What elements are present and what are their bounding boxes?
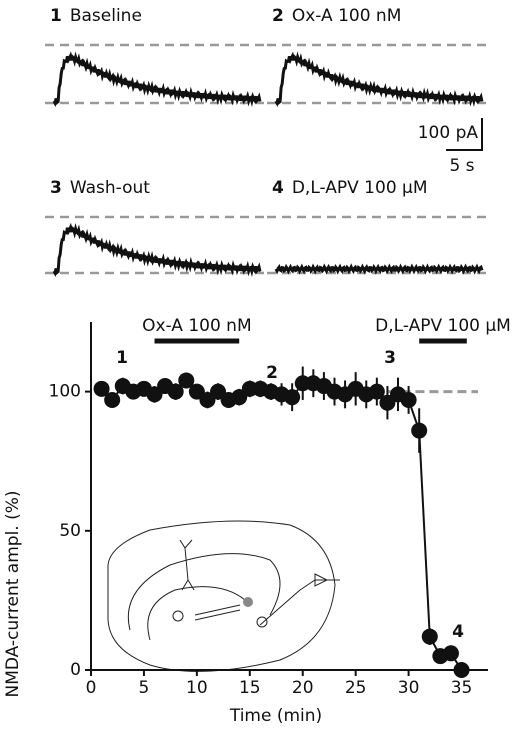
data-point — [93, 380, 110, 397]
x-tick-label: 10 — [186, 678, 208, 698]
y-tick-label: 100 — [49, 382, 81, 402]
x-tick-label: 5 — [139, 678, 150, 698]
application-label: D,L-APV 100 µM — [375, 316, 511, 336]
data-point — [442, 645, 459, 662]
y-axis-label: NMDA-current ampl. (%) — [3, 490, 23, 697]
point-label: 4 — [452, 622, 464, 642]
trace-label: 2 Ox-A 100 nM — [272, 6, 401, 26]
data-point — [104, 391, 121, 408]
x-tick-label: 35 — [451, 678, 473, 698]
x-tick-label: 30 — [398, 678, 420, 698]
data-point — [421, 628, 438, 645]
trace-number: 3 — [50, 178, 62, 198]
data-point — [411, 422, 428, 439]
point-label: 2 — [266, 363, 278, 383]
current-trace — [52, 51, 262, 108]
trace-text: Baseline — [70, 6, 142, 26]
trace-label: 1 Baseline — [50, 6, 142, 26]
current-trace — [52, 222, 262, 278]
inset — [107, 520, 340, 672]
x-tick-label: 15 — [239, 678, 261, 698]
trace-number: 4 — [272, 178, 284, 198]
trace-number: 1 — [50, 6, 62, 26]
data-point — [453, 662, 470, 678]
data-point — [400, 391, 417, 408]
data-point — [368, 383, 385, 400]
data-point — [178, 372, 195, 389]
x-tick-label: 25 — [345, 678, 367, 698]
trace-text: Ox-A 100 nM — [292, 6, 402, 26]
point-label: 3 — [384, 348, 396, 368]
current-trace — [274, 263, 484, 275]
data-point — [167, 383, 184, 400]
traces: 1 Baseline 2 Ox-A 100 nM 3 Wash-out 4 D,L-APV 1… — [45, 6, 487, 278]
y-tick-label: 0 — [70, 660, 81, 680]
x-tick-label: 20 — [292, 678, 314, 698]
scale-time: 5 s — [449, 156, 474, 176]
x-axis-label: Time (min) — [229, 706, 322, 726]
trace-text: Wash-out — [70, 178, 150, 198]
data-point — [284, 389, 301, 406]
trace-label: 4 D,L-APV 100 µM — [272, 178, 428, 198]
data-line — [100, 379, 463, 671]
current-trace — [274, 51, 484, 108]
scale-bar — [446, 118, 483, 151]
trace-number: 2 — [272, 6, 284, 26]
y-tick-label: 50 — [59, 521, 81, 541]
point-label: 1 — [116, 348, 128, 368]
scale-current: 100 pA — [418, 123, 479, 143]
trace-text: D,L-APV 100 µM — [292, 178, 428, 198]
x-tick-label: 0 — [86, 678, 97, 698]
application-label: Ox-A 100 nM — [142, 316, 252, 336]
trace-label: 3 Wash-out — [50, 178, 150, 198]
